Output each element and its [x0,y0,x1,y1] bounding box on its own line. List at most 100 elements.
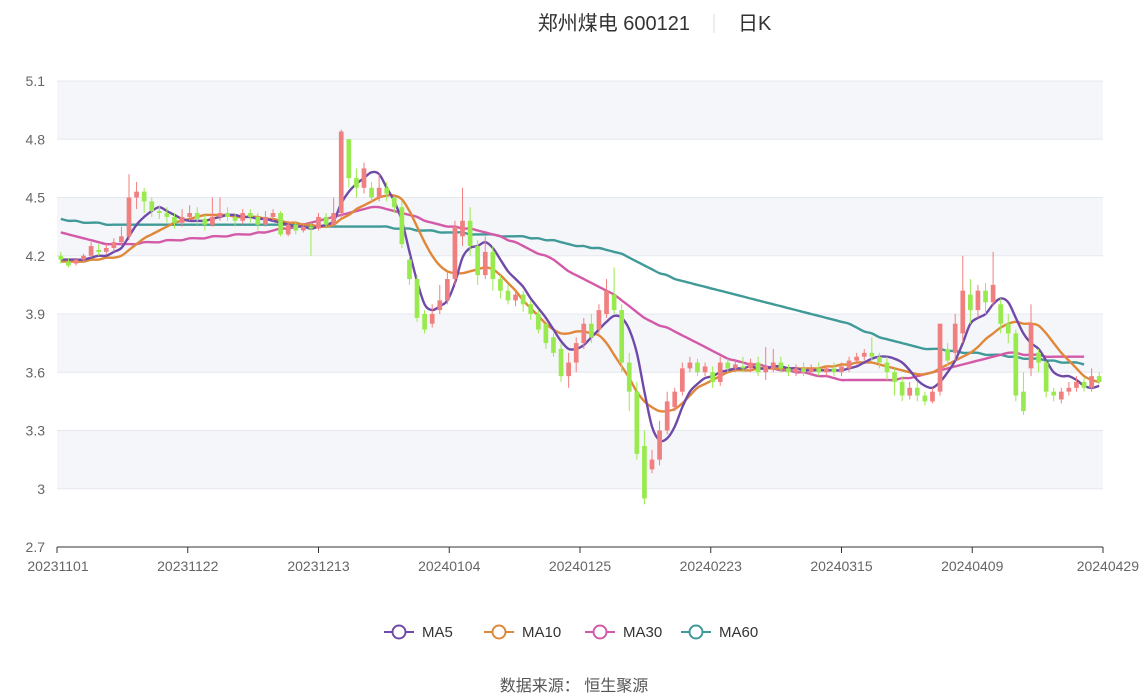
candle-body [899,381,905,396]
x-tick-label: 20240104 [418,558,481,574]
candle [1021,372,1026,415]
candle [604,279,609,318]
candle-body [695,362,700,373]
candle [1096,372,1102,384]
legend-marker [491,624,507,640]
title-period: 日K [738,13,772,35]
moving-average-lines [60,170,1100,443]
candle-body [1013,333,1019,396]
candle [914,381,920,402]
candle-body [679,368,685,392]
legend-item-ma60[interactable]: MA60 [681,624,758,641]
candle [210,197,215,227]
candle [1043,360,1049,398]
candle-body [1005,323,1011,334]
candle-body [429,314,435,324]
candle-body [664,401,670,431]
candle [399,201,405,248]
candle-body [422,314,427,330]
candle [422,310,427,334]
candle-body [566,362,571,377]
candle [278,211,283,237]
y-tick-label: 5.1 [26,73,46,89]
candle-body [407,259,412,280]
candle-body [391,197,397,208]
legend-item-ma10[interactable]: MA10 [484,624,561,641]
candle-body [861,352,867,357]
candle-body [589,323,594,338]
plot-band [57,488,1103,547]
candle-body [839,366,844,373]
x-axis: 20231101 20231122 20231213 20240104 20240125… [27,546,1140,574]
candle [710,366,715,388]
candle-body [475,246,481,276]
legend-label: MA5 [422,624,453,641]
candle [270,209,276,221]
candle-body [823,368,829,373]
candle-body [611,294,617,311]
candle-body [770,362,776,369]
candle [119,226,124,247]
candle-body [194,213,200,219]
legend[interactable]: MA5 MA10 MA30 MA60 [384,624,758,641]
legend-item-ma5[interactable]: MA5 [384,624,453,641]
candle [460,187,465,247]
legend-label: MA10 [522,624,561,641]
candle [816,362,822,377]
candle [391,197,397,214]
candle-body [141,191,147,202]
candle-body [225,213,230,217]
candle [748,358,753,373]
candle [490,246,496,291]
candle [566,352,571,388]
candle-body [323,216,329,225]
legend-item-ma30[interactable]: MA30 [585,624,662,641]
candle-body [263,216,268,225]
line-ma10 [60,193,1100,413]
candle [770,348,776,373]
candle-body [187,213,192,217]
candle [73,257,79,266]
candle [1074,376,1079,392]
candle [323,213,329,227]
candle-body [998,304,1004,324]
candle [793,364,799,377]
candle [202,214,208,231]
candle-body [103,247,109,252]
candle-body [558,348,564,377]
candle-body [452,226,458,280]
candle-body [255,216,261,225]
candle [513,288,518,307]
candle [520,290,526,313]
candle-body [285,224,291,235]
candlesticks [58,129,1102,505]
x-tick-label: 20240429 [1077,558,1140,574]
candle [88,242,94,258]
candle [1089,368,1094,392]
candle [1005,314,1011,344]
candle [960,255,966,344]
candle [293,220,299,235]
title-stock: 郑州煤电 600121 [538,12,690,35]
candle-body [376,187,382,198]
candle-body [945,348,950,361]
candle-body [513,294,518,301]
candle [263,211,268,227]
plot-band [57,314,1103,373]
candle-body [1051,391,1057,396]
candle-body [437,300,443,311]
candle-body [96,249,102,252]
candle [361,162,367,194]
x-tick-label: 20240125 [549,558,612,574]
candle [922,391,928,406]
candle [172,213,177,229]
candle [664,391,670,435]
x-tick-label: 20240315 [810,558,873,574]
candle-body [414,279,420,318]
candle [96,244,102,256]
candle-body [672,391,678,408]
candle-body [922,395,928,402]
candle-body [369,187,374,198]
candle-body [634,391,640,454]
candle [407,255,412,285]
